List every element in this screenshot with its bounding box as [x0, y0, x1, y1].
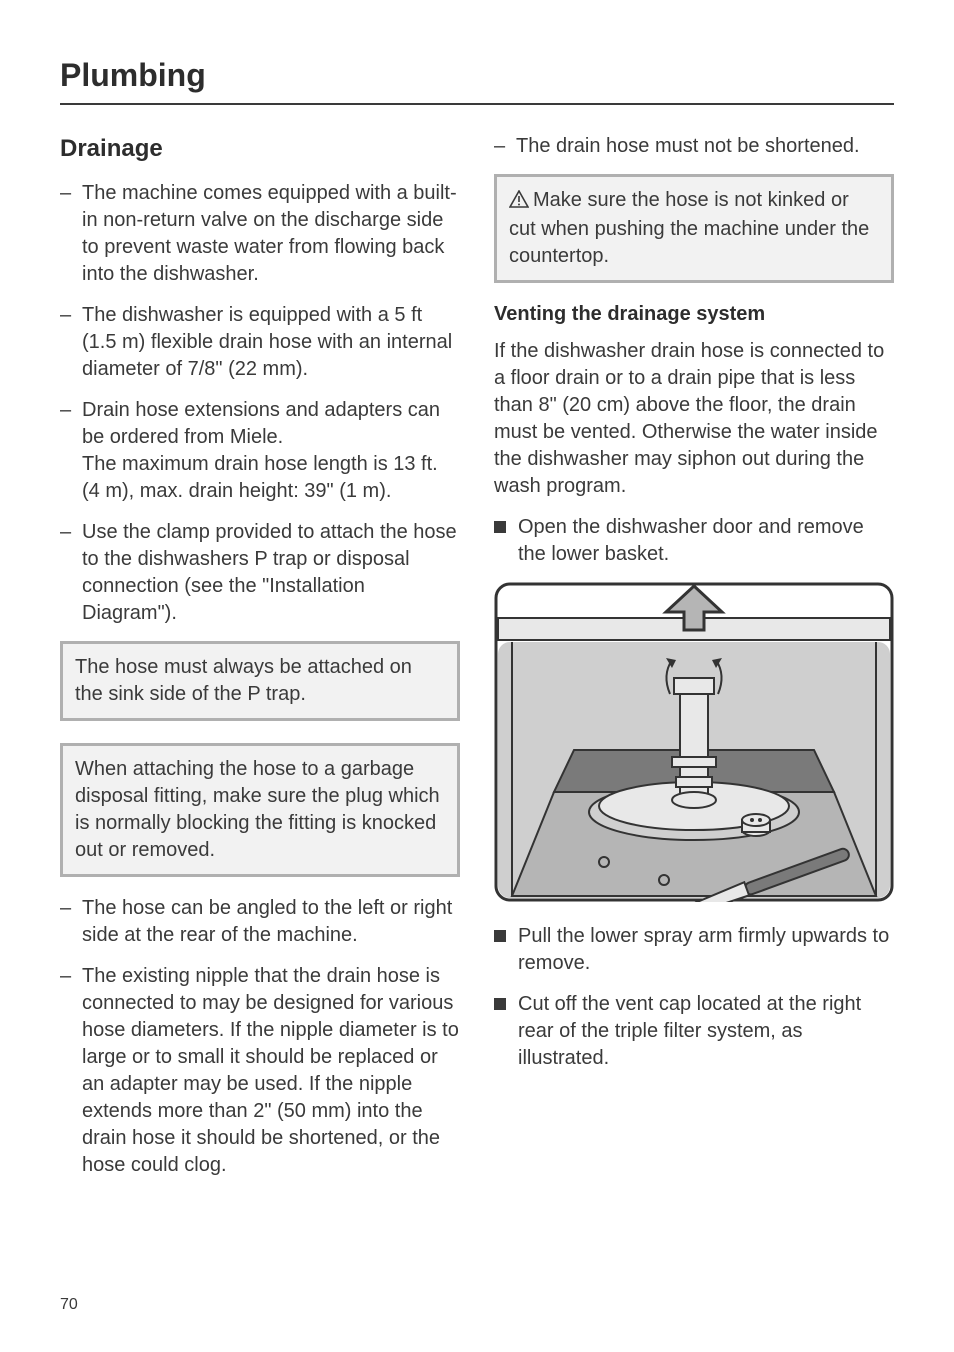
right-column: The drain hose must not be shortened. Ma…	[494, 133, 894, 1192]
list-item: The drain hose must not be shortened.	[494, 133, 894, 160]
venting-paragraph: If the dishwasher drain hose is connecte…	[494, 338, 894, 500]
list-item: Pull the lower spray arm firmly upwards …	[494, 923, 894, 977]
list-item: The hose can be angled to the left or ri…	[60, 895, 460, 949]
content-columns: Drainage The machine comes equipped with…	[60, 133, 894, 1192]
left-column: Drainage The machine comes equipped with…	[60, 133, 460, 1192]
list-item: Use the clamp provided to attach the hos…	[60, 519, 460, 627]
info-box-disposal: When attaching the hose to a garbage dis…	[60, 743, 460, 877]
drainage-heading: Drainage	[60, 133, 460, 165]
drainage-list-a: The machine comes equipped with a built-…	[60, 180, 460, 627]
page-number: 70	[60, 1294, 78, 1316]
venting-heading: Venting the drainage system	[494, 301, 894, 328]
warning-box: Make sure the hose is not kinked or cut …	[494, 174, 894, 283]
venting-diagram	[494, 582, 894, 909]
list-item: The existing nipple that the drain hose …	[60, 963, 460, 1179]
venting-steps-a: Open the dishwasher door and remove the …	[494, 514, 894, 568]
list-item: Drain hose extensions and adapters can b…	[60, 397, 460, 505]
list-item: The dishwasher is equipped with a 5 ft (…	[60, 302, 460, 383]
warning-text: Make sure the hose is not kinked or cut …	[509, 189, 869, 267]
list-item: Cut off the vent cap located at the righ…	[494, 991, 894, 1072]
right-list-a: The drain hose must not be shortened.	[494, 133, 894, 160]
list-item: The machine comes equipped with a built-…	[60, 180, 460, 288]
info-box-ptrap: The hose must always be attached on the …	[60, 641, 460, 721]
drainage-list-b: The hose can be angled to the left or ri…	[60, 895, 460, 1179]
list-item: Open the dishwasher door and remove the …	[494, 514, 894, 568]
venting-steps-b: Pull the lower spray arm firmly upwards …	[494, 923, 894, 1072]
warning-icon	[509, 189, 529, 216]
page-title: Plumbing	[60, 54, 894, 105]
